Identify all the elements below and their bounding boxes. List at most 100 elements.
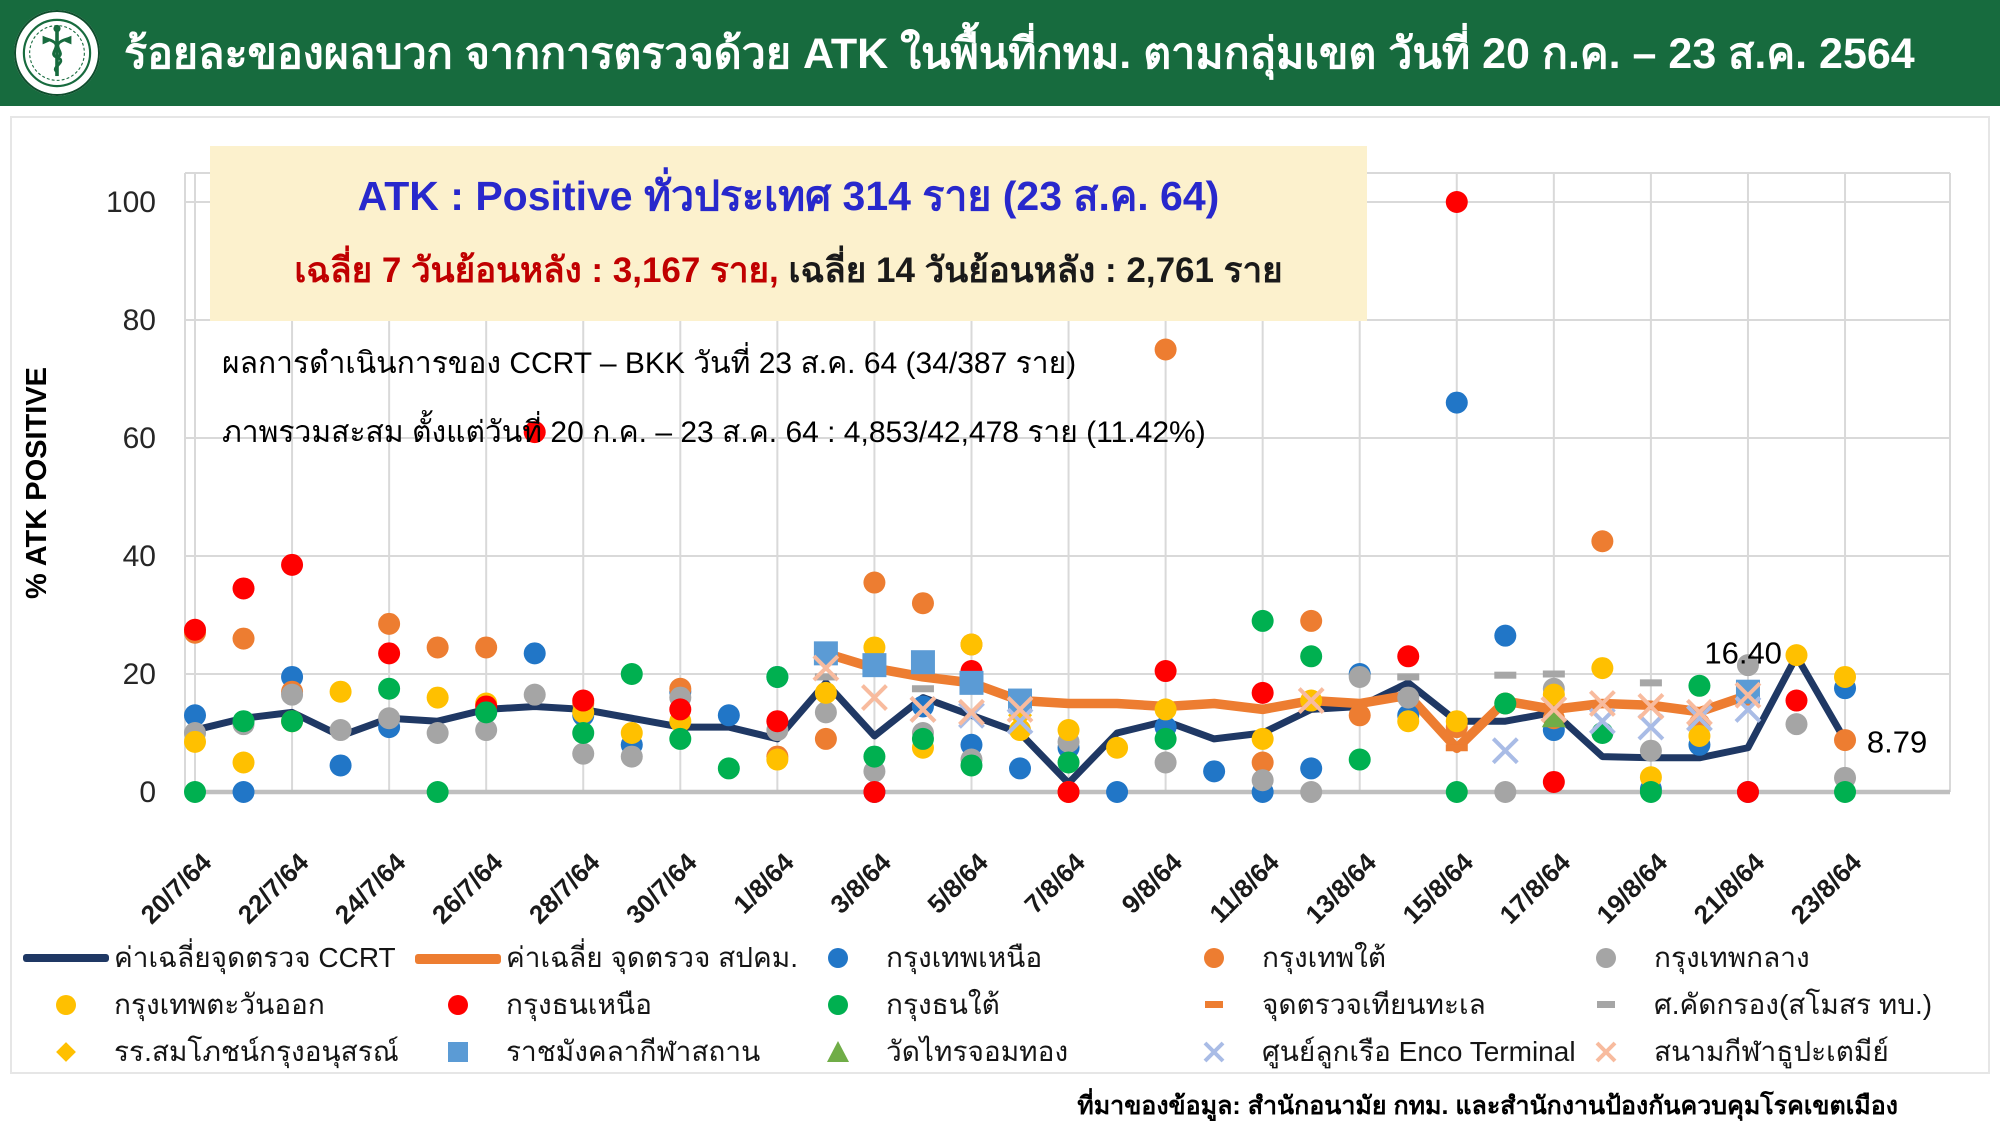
- thian_talay_checkpoint-marker-icon: [1205, 1000, 1223, 1008]
- info-box: ATK : Positive ทั่วประเทศ 314 ราย (23 ส.…: [210, 146, 1367, 321]
- legend-label: ค่าเฉลี่ย จุดตรวจ สปคม.: [506, 941, 798, 973]
- army_club_screening-marker-icon: [1597, 1000, 1615, 1008]
- data-point: [669, 727, 692, 750]
- data-point: [232, 627, 255, 650]
- data-point: [911, 592, 934, 615]
- data-point: [1785, 689, 1808, 712]
- ccrt-note-line1: ผลการดำเนินการของ CCRT – BKK วันที่ 23 ส…: [222, 347, 1077, 380]
- legend-item-somphot_school: รร.สมโภชน์กรุงอนุสรณ์: [18, 1030, 410, 1074]
- data-point: [281, 710, 304, 733]
- data-point: [958, 701, 985, 729]
- data-point: [1397, 710, 1420, 733]
- ccrt-note-line2: ภาพรวมสะสม ตั้งแต่วันที่ 20 ก.ค. – 23 ส.…: [222, 416, 1206, 449]
- data-point: [572, 722, 595, 744]
- caduceus-icon: [22, 18, 92, 88]
- data-point: [1006, 695, 1034, 723]
- series-thupatemee_stadium: [812, 654, 1762, 726]
- rajamangala_stadium-swatch-icon: [410, 1037, 506, 1067]
- data-point: [910, 650, 935, 675]
- data-point: [1300, 645, 1323, 668]
- data-point: [1154, 751, 1177, 774]
- bangkok_east-marker-icon: [56, 994, 76, 1015]
- data-point: [766, 710, 789, 733]
- data-point: [1736, 654, 1759, 677]
- legend-item-bangkok_north: กรุงเทพเหนือ: [790, 936, 1166, 980]
- data-point: [766, 665, 789, 688]
- x-tick-label: 5/8/64: [921, 847, 994, 920]
- data-point: [523, 421, 546, 444]
- data-point: [329, 680, 352, 703]
- data-point: [960, 633, 983, 656]
- data-point: [1300, 781, 1323, 803]
- data-point: [960, 754, 983, 777]
- data-point: [1106, 781, 1129, 803]
- ccrt_avg_line-marker-icon: [23, 953, 109, 962]
- data-point: [1639, 739, 1662, 762]
- legend-item-spkm_avg_line: ค่าเฉลี่ย จุดตรวจ สปคม.: [410, 936, 798, 980]
- data-point: [1154, 338, 1177, 361]
- bangkok_central-swatch-icon: [1558, 943, 1654, 973]
- data-point: [1637, 713, 1665, 741]
- data-point: [1057, 751, 1080, 774]
- legend-item-ccrt_avg_line: ค่าเฉลี่ยจุดตรวจ CCRT: [18, 936, 410, 980]
- data-point: [1154, 660, 1177, 683]
- data-point: [863, 745, 886, 768]
- data-point: [1397, 686, 1420, 709]
- x-tick-label: 1/8/64: [727, 847, 800, 920]
- series-thonburi_south: [184, 609, 1857, 803]
- data-point: [863, 781, 886, 803]
- legend-label: กรุงธนเหนือ: [506, 988, 652, 1020]
- legend-label: วัดไทรจอมทอง: [886, 1035, 1069, 1067]
- somphot_school-swatch-icon: [18, 1037, 114, 1067]
- data-label: 16.40: [1704, 635, 1782, 670]
- data-point: [958, 698, 985, 726]
- series-wat_sai_chomthong: [1541, 705, 1566, 728]
- bangkok_south-marker-icon: [1204, 947, 1224, 968]
- data-point: [1588, 690, 1616, 717]
- x-tick-label: 17/8/64: [1494, 847, 1577, 930]
- bangkok_north-swatch-icon: [790, 943, 886, 973]
- data-point: [426, 781, 449, 803]
- data-point: [1637, 693, 1665, 720]
- data-point: [184, 704, 206, 727]
- data-label: 8.79: [1867, 724, 1927, 759]
- thonburi_north-marker-icon: [448, 994, 468, 1015]
- data-point: [1154, 698, 1177, 721]
- data-point: [426, 686, 449, 709]
- data-point: [232, 577, 255, 600]
- data-point: [861, 684, 888, 712]
- data-point: [232, 710, 255, 733]
- header-bar: ร้อยละของผลบวก จากการตรวจด้วย ATK ในพื้น…: [0, 0, 2000, 106]
- data-point: [911, 685, 934, 693]
- data-point: [1834, 781, 1857, 803]
- thian_talay_checkpoint-swatch-icon: [1166, 990, 1262, 1020]
- legend-item-rajamangala_stadium: ราชมังคลากีฬาสถาน: [410, 1030, 790, 1074]
- y-tick-label: 40: [123, 540, 156, 573]
- data-point: [1348, 704, 1371, 727]
- x-tick-label: 3/8/64: [824, 847, 897, 920]
- thupatemee_stadium-swatch-icon: [1558, 1037, 1654, 1067]
- wat_sai_chomthong-marker-icon: [827, 1040, 849, 1062]
- y-tick-label: 80: [123, 304, 156, 337]
- moph-logo-icon: [14, 10, 100, 96]
- data-point: [1785, 644, 1808, 667]
- legend-label: กรุงเทพใต้: [1262, 941, 1387, 973]
- data-point: [475, 719, 498, 742]
- x-tick-label: 26/7/64: [426, 847, 509, 930]
- data-point: [184, 618, 206, 641]
- data-point: [1203, 760, 1226, 783]
- series-thian_talay_checkpoint: [1445, 744, 1468, 752]
- chart-frame: [10, 116, 1990, 1074]
- data-point: [1688, 724, 1711, 747]
- thonburi_north-swatch-icon: [410, 990, 506, 1020]
- rajamangala_stadium-marker-icon: [448, 1041, 468, 1062]
- data-point: [1639, 679, 1662, 687]
- spkm_avg_line-swatch-icon: [410, 943, 506, 973]
- data-point: [1445, 710, 1468, 733]
- data-point: [1734, 681, 1762, 709]
- chart-legend: ค่าเฉลี่ยจุดตรวจ CCRT ค่าเฉลี่ย จุดตรวจ ส…: [18, 934, 1982, 1075]
- data-point: [1542, 670, 1565, 678]
- y-tick-label: 60: [123, 422, 156, 455]
- data-point: [1494, 692, 1517, 715]
